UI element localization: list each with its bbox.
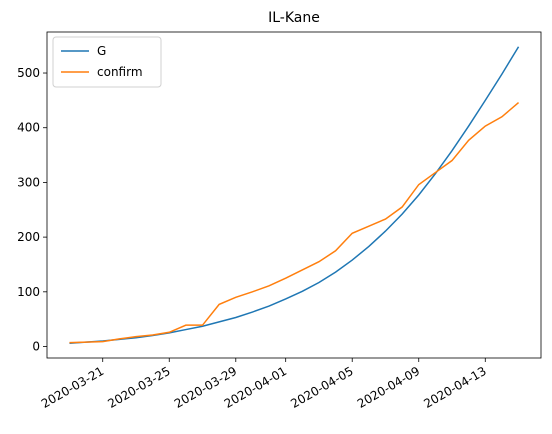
chart-title: IL-Kane (268, 10, 320, 26)
legend-box (52, 36, 162, 88)
x-tick-label: 2020-03-25 (105, 364, 172, 411)
x-tick-label: 2020-04-05 (288, 364, 355, 411)
y-tick-label: 200 (17, 230, 40, 244)
y-tick-label: 500 (17, 66, 40, 80)
legend-label: confirm (97, 65, 143, 79)
series-line (69, 46, 520, 344)
x-tick-label: 2020-04-13 (421, 364, 488, 411)
plot-frame (46, 31, 542, 359)
x-tick-label: 2020-03-21 (39, 364, 106, 411)
y-tick-label: 300 (17, 175, 40, 189)
y-tick-label: 0 (32, 340, 40, 354)
y-tick-label: 400 (17, 121, 40, 135)
y-tick-label: 100 (17, 285, 40, 299)
series-line (69, 101, 520, 344)
x-tick-label: 2020-04-09 (355, 364, 422, 411)
legend-label: G (97, 44, 106, 58)
